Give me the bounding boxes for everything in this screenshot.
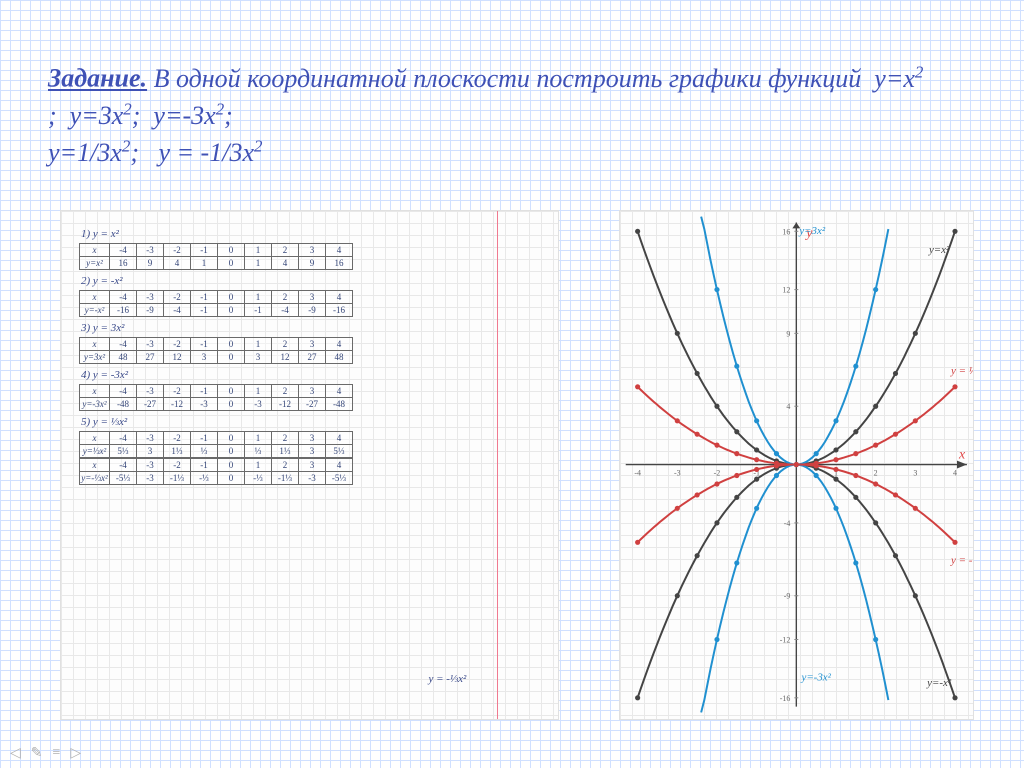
function-label: 1) y = x² <box>81 228 546 240</box>
svg-text:9: 9 <box>787 329 791 338</box>
curve-label: y=x² <box>928 244 950 256</box>
svg-text:2: 2 <box>874 468 878 477</box>
curve-label: y=3x² <box>799 225 827 237</box>
nav-pen-icon[interactable]: ✎ <box>31 745 43 762</box>
function-label: 2) y = -x² <box>81 275 546 287</box>
task-text: Задание. В одной координатной плоскости … <box>48 60 976 171</box>
curve <box>701 217 955 465</box>
function-label: 3) y = 3x² <box>81 322 546 334</box>
value-table: x-4-3-2-101234y=⅓x²5⅓31⅓⅓0⅓1⅓35⅓ <box>79 431 353 458</box>
extra-formula-note: y = -⅓x² <box>428 673 466 685</box>
graph-photo: -4-3-2-11234-16-12-9-4491216yxy=x²y=3x²y… <box>619 210 974 720</box>
svg-text:-4: -4 <box>784 519 791 528</box>
svg-text:x: x <box>958 448 966 463</box>
tables-photo: 1) y = x² x-4-3-2-101234y=x²16941014916 2)… <box>60 210 559 720</box>
value-table: x-4-3-2-101234y=3x²482712303122748 <box>79 337 353 364</box>
svg-text:12: 12 <box>783 286 791 295</box>
curve-label: y = ⅓x² <box>950 365 973 377</box>
value-table: x-4-3-2-101234y=-x²-16-9-4-10-1-4-9-16 <box>79 290 353 317</box>
nav-menu-icon[interactable]: ≡ <box>53 745 61 762</box>
svg-text:16: 16 <box>783 227 791 236</box>
task-heading: Задание. <box>48 64 147 93</box>
value-table: x-4-3-2-101234y=-3x²-48-27-12-30-3-12-27… <box>79 384 353 411</box>
svg-text:-9: -9 <box>784 592 791 601</box>
task-body: В одной координатной плоскости построить… <box>48 64 923 167</box>
slide-nav: ◁ ✎ ≡ ▷ <box>10 745 81 762</box>
svg-text:-16: -16 <box>780 694 791 703</box>
svg-text:-12: -12 <box>780 635 791 644</box>
svg-text:4: 4 <box>787 402 791 411</box>
svg-text:3: 3 <box>914 468 918 477</box>
function-label: 4) y = -3x² <box>81 369 546 381</box>
function-label: 5) y = ⅓x² <box>81 416 546 428</box>
value-table: x-4-3-2-101234y=-⅓x²-5⅓-3-1⅓-⅓0-⅓-1⅓-3-5… <box>79 458 353 485</box>
nav-next-icon[interactable]: ▷ <box>70 745 81 762</box>
curve-label: y = -⅓x² <box>950 555 973 567</box>
parabola-chart: -4-3-2-11234-16-12-9-4491216yxy=x²y=3x²y… <box>620 211 973 718</box>
svg-text:4: 4 <box>953 468 957 477</box>
svg-text:-4: -4 <box>635 468 642 477</box>
svg-text:-2: -2 <box>714 468 721 477</box>
curve-label: y=-x² <box>926 677 952 689</box>
svg-text:-3: -3 <box>674 468 681 477</box>
value-table: x-4-3-2-101234y=x²16941014916 <box>79 243 353 270</box>
nav-prev-icon[interactable]: ◁ <box>10 745 21 762</box>
curve-label: y=-3x² <box>801 671 832 683</box>
